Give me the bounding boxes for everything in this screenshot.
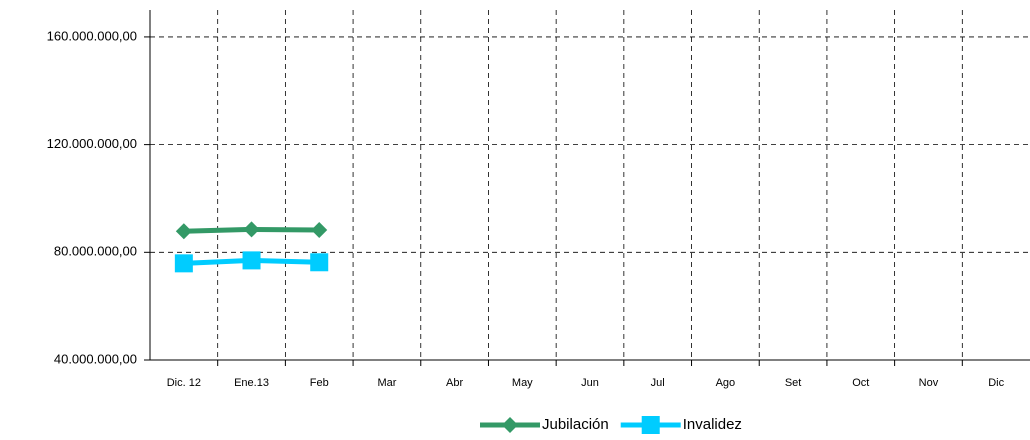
x-tick-label: Jun	[581, 377, 599, 389]
x-tick-label: Nov	[919, 377, 939, 389]
x-tick-label: Ago	[716, 377, 736, 389]
marker-square	[641, 416, 660, 434]
legend-label: Invalidez	[683, 416, 742, 433]
marker-diamond	[502, 417, 518, 433]
marker-square	[310, 253, 329, 272]
y-tick-label: 160.000.000,00	[47, 28, 137, 43]
x-tick-label: Set	[785, 377, 802, 389]
series	[175, 221, 328, 240]
x-tick-label: Jul	[651, 377, 665, 389]
series	[174, 251, 329, 273]
x-tick-label: Mar	[377, 377, 396, 389]
marker-diamond	[243, 221, 260, 238]
marker-diamond	[311, 221, 328, 238]
x-tick-label: Oct	[852, 377, 869, 389]
legend-label: Jubilación	[542, 416, 609, 433]
marker-square	[242, 251, 261, 270]
y-tick-label: 40.000.000,00	[54, 351, 137, 366]
x-tick-label: Dic. 12	[167, 377, 201, 389]
x-tick-label: May	[512, 377, 533, 389]
x-tick-label: Ene.13	[234, 377, 269, 389]
marker-diamond	[175, 223, 192, 240]
x-tick-label: Abr	[446, 377, 463, 389]
y-tick-label: 120.000.000,00	[47, 136, 137, 151]
y-tick-label: 80.000.000,00	[54, 244, 137, 259]
x-tick-label: Dic	[988, 377, 1004, 389]
x-tick-label: Feb	[310, 377, 329, 389]
marker-square	[174, 254, 193, 273]
